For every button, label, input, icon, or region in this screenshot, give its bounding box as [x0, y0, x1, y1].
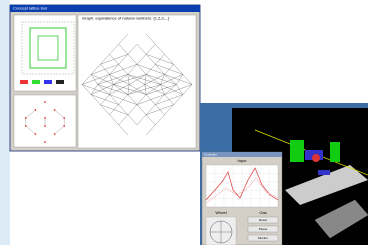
label: Gas	[259, 210, 266, 215]
node	[54, 109, 56, 111]
swatch[interactable]	[44, 80, 52, 84]
node	[44, 117, 46, 119]
node	[54, 133, 56, 135]
node	[25, 117, 27, 119]
swatch[interactable]	[56, 80, 64, 84]
diagram-panel	[14, 15, 76, 91]
label: Wheel	[215, 210, 226, 215]
screenshot: Concept lattice tool Graph: equivalence …	[0, 0, 368, 245]
lattice-window: Concept lattice tool Graph: equivalence …	[10, 5, 200, 151]
node	[63, 125, 65, 127]
node	[35, 133, 37, 135]
left-strip	[0, 0, 10, 245]
node	[25, 125, 27, 127]
window-title: Controller	[204, 152, 217, 156]
window-title: Concept lattice tool	[13, 6, 47, 11]
node	[63, 117, 65, 119]
swatch[interactable]	[20, 80, 28, 84]
plot-title: Input	[238, 158, 248, 163]
blue-block	[318, 170, 330, 175]
node	[44, 101, 46, 103]
node	[44, 141, 46, 143]
green-block	[290, 140, 304, 162]
node	[35, 109, 37, 111]
button-label[interactable]: Pause	[259, 227, 268, 231]
button-label[interactable]: Monitor	[258, 236, 268, 240]
swatch[interactable]	[32, 80, 40, 84]
page: Concept lattice tool Graph: equivalence …	[0, 0, 368, 245]
button-label[interactable]: Reset	[259, 218, 267, 222]
green-block	[330, 142, 340, 162]
red-part	[312, 154, 320, 162]
control-window: Controller Input Wheel Gas Reset Pause M…	[202, 152, 282, 245]
node	[44, 125, 46, 127]
graph-caption: Graph: equivalence of natural numbers: {…	[82, 16, 170, 21]
